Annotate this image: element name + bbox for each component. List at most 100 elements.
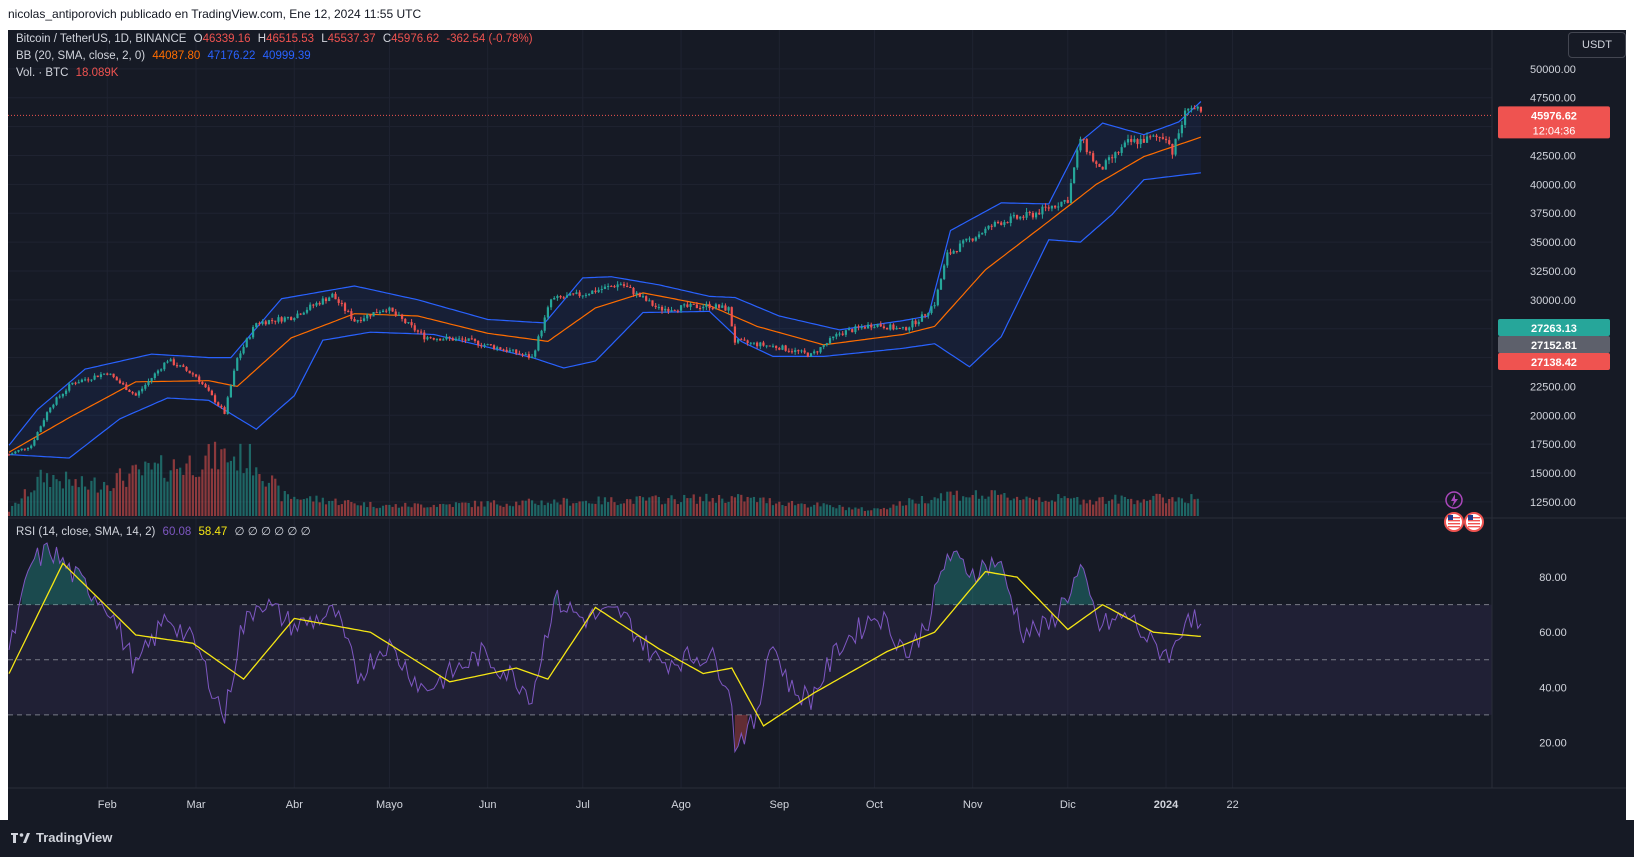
candle-body <box>451 338 454 341</box>
candle-body <box>1003 222 1006 225</box>
candle-body <box>1111 157 1114 159</box>
volume-bar <box>55 479 58 516</box>
candle-body <box>426 337 429 340</box>
volume-bar <box>410 507 413 516</box>
candle-body <box>305 309 309 313</box>
volume-bar <box>499 505 502 516</box>
flag-stripe <box>1448 526 1460 528</box>
volume-bar <box>207 444 210 516</box>
candle-body <box>908 327 911 331</box>
volume-bar <box>400 506 404 516</box>
volume-bar <box>1003 493 1006 516</box>
candle-body <box>49 407 52 413</box>
volume-bar <box>217 469 220 516</box>
volume-bar <box>730 496 733 516</box>
volume-label: Vol. · BTC <box>16 67 69 79</box>
volume-bar <box>838 504 841 516</box>
candle-body <box>1079 138 1082 151</box>
volume-bar <box>134 464 137 516</box>
volume-bar <box>898 501 901 516</box>
volume-bar <box>1158 494 1161 516</box>
candle-body <box>175 365 179 367</box>
volume-legend[interactable]: Vol. · BTC 18.089K <box>16 67 122 79</box>
candle-body <box>556 296 559 298</box>
symbol-legend[interactable]: Bitcoin / TetherUS, 1D, BINANCE O46339.1… <box>16 33 537 45</box>
volume-bar <box>36 476 39 516</box>
candle-body <box>347 310 350 312</box>
volume-bar <box>20 498 23 516</box>
bb-legend[interactable]: BB (20, SMA, close, 2, 0) 44087.80 47176… <box>16 50 315 62</box>
volume-bar <box>280 501 283 516</box>
time-tick-label: Dic <box>1060 799 1076 811</box>
volume-bar <box>477 506 480 516</box>
volume-bar <box>1044 500 1047 516</box>
volume-bar <box>413 503 416 516</box>
volume-bar <box>616 505 619 516</box>
candle-body <box>296 313 299 319</box>
volume-bar <box>131 465 134 516</box>
candle-body <box>213 395 217 403</box>
volume-bar <box>1047 501 1050 516</box>
volume-bar <box>857 508 860 516</box>
low-value: 45537.37 <box>327 33 376 45</box>
candle-body <box>71 382 74 385</box>
candle-body <box>660 306 664 311</box>
candle-body <box>30 445 33 449</box>
candle-body <box>293 318 296 321</box>
chart-canvas[interactable]: 12500.00 15000.00 17500.00 20000.00 22500.00… <box>8 30 1626 820</box>
candle-body <box>1088 152 1092 154</box>
volume-bar <box>518 505 521 516</box>
volume-bar <box>949 491 952 516</box>
volume-bar <box>568 505 572 516</box>
candle-body <box>1142 138 1145 143</box>
volume-bar <box>299 499 302 516</box>
volume-bar <box>641 497 645 516</box>
candle-body <box>825 343 828 346</box>
volume-bar <box>702 501 705 516</box>
candle-body <box>400 314 404 319</box>
volume-bar <box>721 498 724 516</box>
volume-bar <box>236 470 239 516</box>
candle-body <box>575 292 578 294</box>
volume-bar <box>930 499 933 516</box>
candle-body <box>632 287 635 295</box>
volume-bar <box>420 504 423 516</box>
volume-bar <box>933 497 936 516</box>
candle-body <box>480 345 483 347</box>
volume-bar <box>816 502 819 516</box>
last-price-text: 45976.62 <box>1531 110 1577 122</box>
candle-body <box>489 344 492 346</box>
volume-bar <box>122 480 125 516</box>
candle-body <box>955 251 958 253</box>
volume-bar <box>771 505 775 516</box>
volume-bar <box>800 503 803 516</box>
currency-button[interactable]: USDT <box>1568 32 1626 58</box>
candle-body <box>597 289 600 293</box>
volume-bar <box>1088 499 1092 516</box>
close-value: 45976.62 <box>391 33 440 45</box>
chart-frame[interactable]: 12500.00 15000.00 17500.00 20000.00 22500.00… <box>8 30 1626 820</box>
rsi-label: RSI (14, close, SMA, 14, 2) <box>16 526 156 538</box>
candle-body <box>96 375 99 378</box>
candle-body <box>429 337 432 339</box>
rsi-legend[interactable]: RSI (14, close, SMA, 14, 2) 60.08 58.47 … <box>16 524 315 538</box>
tradingview-brand[interactable]: TradingView <box>10 830 112 845</box>
candle-body <box>990 225 993 227</box>
volume-bar <box>201 469 204 516</box>
volume-bar <box>1034 500 1038 516</box>
volume-bar <box>895 505 898 516</box>
candle-body <box>1092 153 1095 162</box>
open-label: O <box>193 33 203 45</box>
volume-bar <box>825 504 828 516</box>
volume-bar <box>451 506 454 516</box>
volume-bar <box>1174 501 1177 516</box>
candle-body <box>366 314 369 319</box>
volume-bar <box>657 496 660 516</box>
candle-body <box>385 310 388 312</box>
volume-bar <box>1063 496 1066 516</box>
volume-bar <box>717 495 721 516</box>
candle-body <box>210 390 213 396</box>
price-tick-label: 50000.00 <box>1530 64 1576 76</box>
us-flag-event-icon <box>1464 512 1484 532</box>
volume-bar <box>733 497 737 516</box>
